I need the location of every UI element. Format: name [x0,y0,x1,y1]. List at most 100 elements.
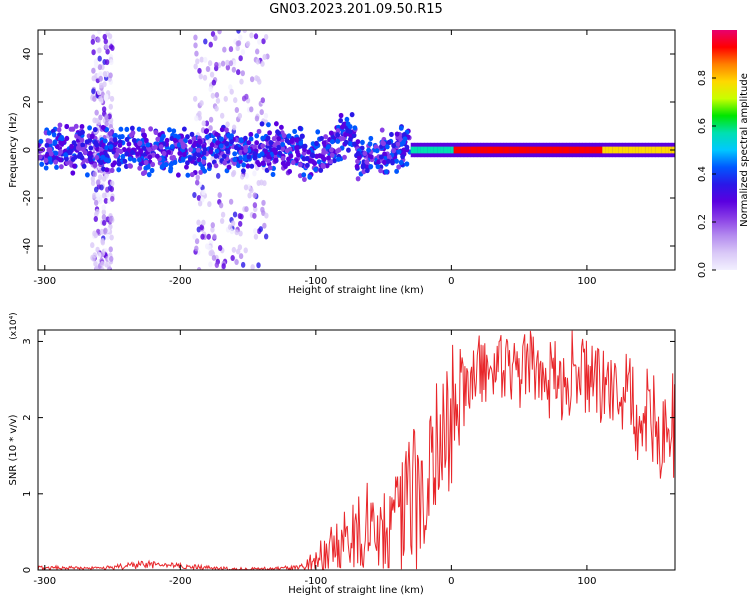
spectrogram-speckle [176,134,181,140]
spectrogram-speckle [207,244,212,251]
spectrogram-speckle [292,128,298,135]
spectrogram-speckle [193,34,198,41]
spectrogram-speckle [335,156,341,162]
figure-title: GN03.2023.201.09.50.R15 [269,2,443,17]
spectrogram-speckle [225,59,230,66]
spectrogram-line-core [562,146,567,154]
spectrogram-line-core [414,146,418,154]
spectrogram-speckle [238,155,243,161]
spectrogram-speckle [135,151,140,157]
spectrogram-speckle [104,113,109,120]
spectrogram-speckle [88,145,94,151]
snr-x-axis-label: Height of straight line (km) [288,585,424,596]
spectrogram-speckle [396,149,402,155]
spectrogram-line-core [523,146,527,154]
spectrogram-line-core [661,146,666,154]
spectrogram-speckle [145,142,151,148]
spectrogram-speckle [98,159,104,166]
spectrogram-speckle [136,126,142,132]
spectrogram-y-ticks: -40 -20 0 20 40 [22,48,675,254]
spectrogram-speckle [97,55,102,62]
spectrogram-speckle [91,49,96,56]
spectrogram-speckle [114,152,120,158]
spectrogram-speckle [254,140,260,146]
spectrogram-speckle [204,128,210,134]
spectrogram-speckle [112,137,118,143]
spectrogram-speckle [237,244,243,251]
spectrogram-speckle [323,134,329,140]
spectrogram-speckle [297,162,303,168]
spectrogram-speckle [228,84,233,91]
spectrogram-line-core [612,146,617,154]
spectrogram-y-axis-label: Frequency (Hz) [8,112,19,188]
spectrogram-speckle [281,133,287,139]
spectrogram-speckle [217,30,222,35]
spectrogram-speckle [290,159,296,166]
spectrogram-speckle [102,81,107,88]
spectrogram-speckle [346,147,351,153]
spectrogram-speckle [221,263,226,270]
spectrogram-speckle [172,137,178,143]
snr-y-multiplier: (x10⁴) [9,312,19,339]
spectrogram-speckle [92,230,97,237]
spectrogram-speckle [91,75,96,82]
spectrogram-speckle [80,142,86,148]
spectrogram-speckle [286,133,292,139]
spectrogram-speckle [157,132,163,138]
spectrogram-speckle [208,116,214,123]
spectrogram-speckle [294,145,299,151]
spectrogram-line-core [463,146,468,154]
spectrogram-speckle [97,174,103,181]
spectrogram-speckle [97,47,102,54]
spectrogram-speckle [234,107,240,114]
spectrogram-speckle [39,161,45,167]
spectrogram-speckle [94,154,100,161]
spectrogram-speckle [99,184,104,191]
spectrogram-speckle [148,126,154,132]
y-tick-label: 2 [22,414,33,420]
spectrogram-line-core [509,146,514,154]
spectrogram-speckle [259,121,265,127]
spectrogram-speckle [184,164,189,170]
spectrogram-speckle [214,91,220,98]
spectrogram-line-core [605,146,610,154]
spectrogram-speckle [100,260,105,267]
spectrogram-speckle [109,234,114,241]
spectrogram-line-core [460,146,465,154]
spectrogram-speckle [43,157,49,164]
y-tick-label: 3 [22,338,33,344]
spectrogram-line-core [572,146,577,154]
spectrogram-speckle [97,30,102,35]
spectrogram-speckle [189,171,195,178]
spectrogram-line-core [599,146,603,154]
spectrogram-speckle [70,156,76,162]
spectrogram-speckle [161,150,167,157]
spectrogram-speckle [67,150,73,156]
spectrogram-speckle [262,222,267,229]
spectrogram-speckle [84,139,90,145]
spectrogram-speckle [116,167,122,173]
spectrogram-speckle [379,127,385,133]
spectrogram-speckle [188,147,193,153]
spectrogram-speckle [75,145,81,151]
spectrogram-speckle [257,78,262,85]
snr-frame [37,329,676,571]
spectrogram-line-core [618,146,623,154]
spectrogram-speckle [241,168,246,174]
spectrogram-speckle [385,158,391,165]
spectrogram-speckle [231,169,237,176]
spectrogram-speckle [345,127,350,134]
spectrogram-speckle [252,151,258,157]
y-tick-label: 0 [22,147,33,153]
spectrogram-speckle [248,136,254,142]
spectrogram-speckle [138,148,144,154]
spectrogram-line-core [447,146,451,154]
snr-panel: -300 -200 -100 0 100 0 1 2 3 Height of straight… [8,312,676,596]
spectrogram-speckle [314,140,319,146]
spectrogram-speckle [244,206,249,213]
spectrogram-speckle [92,252,97,259]
spectrogram-speckle [92,171,97,178]
spectrogram-speckle [104,59,110,66]
spectrogram-speckle [116,161,122,167]
